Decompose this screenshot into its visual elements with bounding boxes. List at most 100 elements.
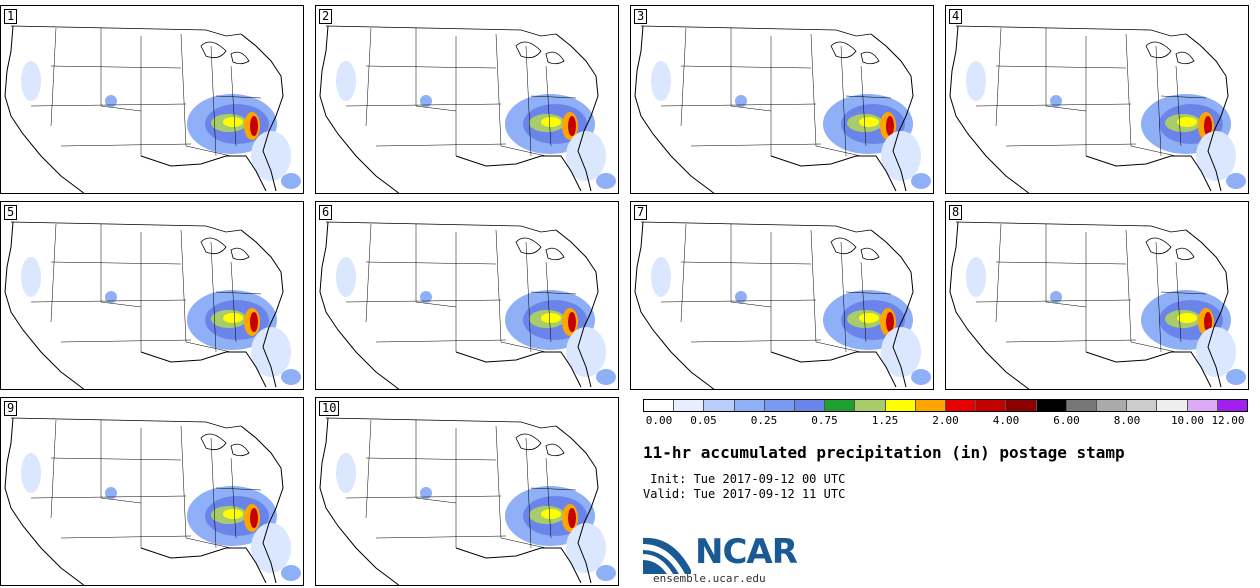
great-lakes: [515, 237, 565, 261]
great-lakes: [1145, 237, 1195, 261]
colorbar-tick-label: 4.00: [992, 414, 1020, 427]
state-border: [975, 299, 1132, 303]
state-border: [1045, 105, 1087, 112]
state-border: [495, 425, 502, 539]
state-border: [375, 339, 507, 343]
precip-area: [881, 327, 921, 377]
colorbar-bin: [734, 400, 765, 411]
member-stamp: 2: [315, 5, 619, 194]
east-coastline: [555, 425, 599, 584]
state-border: [215, 95, 262, 99]
precip-area: [1177, 313, 1197, 323]
member-number: 6: [319, 205, 333, 220]
colorbar-tick-label: 10.00: [1170, 414, 1205, 427]
precip-area: [541, 313, 561, 323]
west-coastline: [634, 25, 715, 193]
state-border: [1005, 339, 1137, 343]
state-border: [845, 95, 892, 99]
precip-area: [223, 313, 243, 323]
colorbar-tick-label: 0.25: [750, 414, 778, 427]
precip-area: [336, 257, 356, 297]
state-border: [185, 145, 232, 157]
state-border: [1130, 341, 1177, 353]
west-coastline: [319, 221, 400, 389]
colorbar-tick-labels: 0.00 0.05 0.25 0.75 1.25 2.00 4.00 6.00 8.00 10.0…: [643, 414, 1248, 428]
west-coastline: [4, 25, 85, 193]
state-border: [345, 495, 502, 499]
state-border: [375, 535, 507, 539]
state-border: [100, 497, 142, 504]
precip-area: [250, 116, 258, 136]
product-title: 11-hr accumulated precipitation (in) pos…: [643, 443, 1125, 462]
state-border: [365, 65, 497, 69]
gulf-coastline: [770, 351, 897, 388]
state-border: [100, 301, 142, 308]
state-border: [525, 437, 532, 549]
great-lakes: [830, 41, 880, 65]
state-border: [995, 65, 1127, 69]
state-border: [1045, 301, 1087, 308]
state-border: [840, 241, 847, 353]
member-stamp: 9: [0, 397, 304, 586]
state-border: [50, 65, 182, 69]
colorbar-bin: [1157, 400, 1188, 411]
west-coastline: [4, 417, 85, 585]
member-number: 8: [949, 205, 963, 220]
precip-map: [319, 25, 616, 193]
great-lakes: [1145, 41, 1195, 65]
state-border: [530, 487, 577, 491]
precip-area: [336, 61, 356, 101]
precip-area: [1050, 291, 1062, 303]
precip-area: [541, 509, 561, 519]
precip-area: [281, 565, 301, 581]
colorbar-bin: [795, 400, 826, 411]
gulf-coastline: [770, 155, 897, 192]
northern-border: [10, 417, 242, 429]
great-lakes: [515, 433, 565, 457]
colorbar-bin: [1187, 400, 1218, 411]
east-coastline: [240, 425, 284, 584]
valid-time: Valid: Tue 2017-09-12 11 UTC: [643, 487, 846, 501]
colorbar-bin: [1036, 400, 1067, 411]
east-coastline: [240, 33, 284, 192]
great-lakes: [830, 237, 880, 261]
precip-map: [4, 25, 301, 193]
state-border: [690, 143, 822, 147]
state-border: [365, 223, 372, 323]
state-border: [50, 27, 57, 127]
east-coastline: [1185, 229, 1229, 388]
state-border: [230, 261, 237, 343]
state-border: [660, 103, 817, 107]
precip-area: [651, 61, 671, 101]
member-stamp: 7: [630, 201, 934, 390]
precip-area: [886, 312, 894, 332]
northern-border: [10, 221, 242, 233]
colorbar-bin: [644, 400, 675, 411]
member-number: 1: [4, 9, 18, 24]
colorbar-bin: [915, 400, 947, 411]
colorbar-bin: [704, 400, 735, 411]
colorbar-tick-label: 1.25: [871, 414, 899, 427]
precip-area: [250, 312, 258, 332]
precip-area: [886, 116, 894, 136]
colorbar-tick-label: 12.00: [1211, 414, 1245, 427]
state-border: [995, 223, 1002, 323]
state-border: [180, 425, 187, 539]
state-border: [1125, 229, 1132, 343]
precip-map: [634, 25, 931, 193]
state-border: [500, 537, 547, 549]
precip-area: [1226, 369, 1246, 385]
great-lakes: [515, 41, 565, 65]
state-border: [525, 45, 532, 157]
colorbar-tick-label: 0.75: [811, 414, 838, 427]
state-border: [30, 103, 187, 107]
state-border: [50, 261, 182, 265]
colorbar-bin: [764, 400, 796, 411]
precip-area: [966, 61, 986, 101]
colorbar-bin: [855, 400, 886, 411]
state-border: [815, 341, 862, 353]
precip-area: [105, 487, 117, 499]
ncar-logo-icon: [643, 537, 691, 574]
state-border: [1125, 33, 1132, 147]
state-border: [845, 291, 892, 295]
